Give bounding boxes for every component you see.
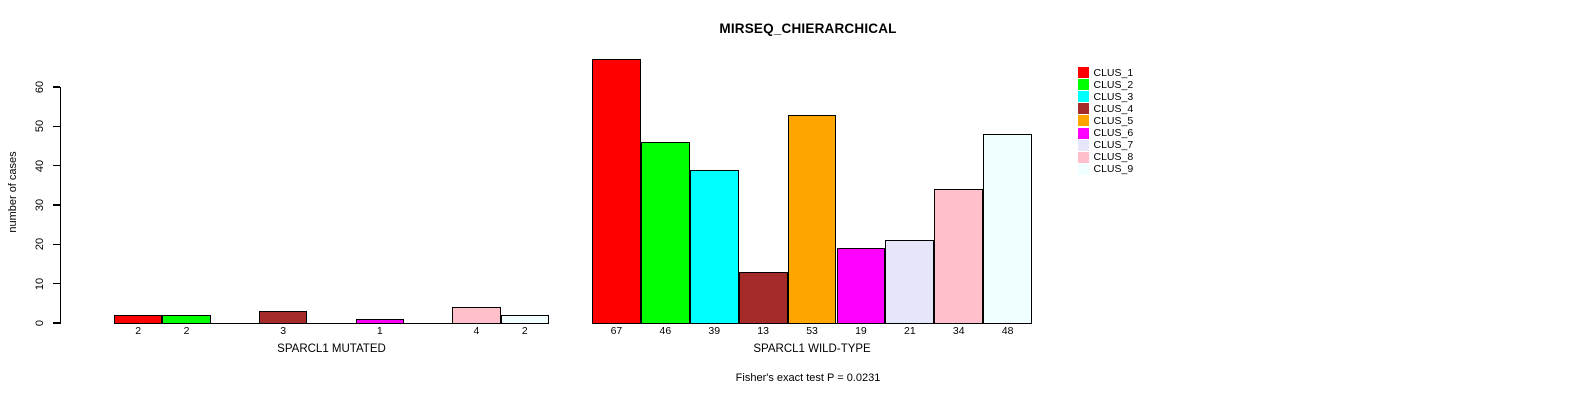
legend-swatch-clus_7 — [1077, 139, 1089, 151]
y-axis-tick — [52, 322, 60, 324]
bar-value-label: 2 — [521, 325, 528, 337]
bar-value-label: 13 — [757, 325, 769, 337]
bar-value-label: 2 — [183, 325, 190, 337]
legend-swatch-clus_9 — [1077, 163, 1089, 175]
bar-clus_3 — [689, 169, 739, 325]
legend-label: CLUS_6 — [1093, 127, 1134, 139]
legend-label: CLUS_9 — [1093, 163, 1134, 176]
y-axis-line — [59, 87, 61, 325]
bar-value-label: 53 — [806, 325, 818, 337]
y-axis-tick — [52, 282, 60, 285]
legend-swatch-clus_2 — [1077, 79, 1089, 91]
bar-clus_6 — [355, 319, 404, 325]
y-axis-tick — [52, 125, 60, 128]
bar-value-label: 21 — [904, 325, 916, 337]
y-axis-tick — [52, 204, 60, 206]
y-axis-tick-label: 40 — [34, 159, 46, 172]
bar-value-label: 46 — [659, 325, 672, 337]
legend-swatch-clus_5 — [1077, 115, 1089, 127]
bar-value-label: 39 — [708, 325, 721, 337]
legend-swatch-clus_8 — [1077, 151, 1089, 163]
bar-value-label: 67 — [610, 325, 623, 337]
y-axis-title: number of cases — [7, 151, 19, 233]
bar-clus_8 — [452, 307, 501, 325]
bar-clus_6 — [836, 248, 886, 325]
legend-label: CLUS_3 — [1093, 90, 1134, 103]
bar-value-label: 48 — [1001, 325, 1014, 337]
bar-clus_2 — [162, 315, 211, 325]
bar-clus_2 — [640, 142, 690, 325]
bar-clus_1 — [114, 315, 163, 325]
group-baseline — [114, 323, 549, 325]
legend-label: CLUS_4 — [1093, 102, 1134, 115]
legend-label: CLUS_2 — [1093, 78, 1134, 91]
legend-swatch-clus_6 — [1077, 127, 1089, 139]
bar-clus_5 — [787, 114, 837, 325]
bar-clus_4 — [258, 311, 308, 325]
y-axis-tick — [52, 86, 60, 88]
y-axis-tick — [52, 164, 60, 167]
bar-clus_9 — [983, 134, 1033, 325]
fisher-test-annotation: Fisher's exact test P = 0.0231 — [735, 372, 881, 384]
y-axis-tick-label: 20 — [34, 238, 46, 251]
y-axis-tick — [52, 243, 60, 246]
legend-label: CLUS_7 — [1093, 139, 1134, 152]
bar-clus_7 — [885, 240, 935, 325]
x-axis-group-label: SPARCL1 WILD-TYPE — [753, 343, 871, 355]
x-axis-group-label: SPARCL1 MUTATED — [277, 343, 386, 355]
bar-clus_4 — [738, 271, 788, 325]
bar-clus_1 — [592, 59, 641, 325]
chart-title: MIRSEQ_CHIERARCHICAL — [719, 21, 897, 36]
y-axis-tick-label: 60 — [34, 80, 46, 94]
y-axis-tick-label: 50 — [34, 120, 46, 133]
legend-label: CLUS_1 — [1093, 66, 1134, 79]
y-axis-tick-label: 10 — [34, 277, 46, 290]
legend-label: CLUS_5 — [1093, 114, 1134, 127]
y-axis-tick-label: 0 — [34, 319, 46, 327]
y-axis-tick-label: 30 — [34, 198, 46, 212]
bar-value-label: 19 — [855, 325, 867, 337]
bar-value-label: 34 — [952, 325, 965, 337]
bar-value-label: 1 — [376, 325, 383, 337]
bar-clus_8 — [934, 189, 984, 325]
legend-swatch-clus_3 — [1077, 91, 1089, 103]
bar-value-label: 4 — [473, 325, 480, 337]
bar-value-label: 2 — [135, 325, 142, 337]
legend-swatch-clus_4 — [1077, 103, 1089, 115]
legend-swatch-clus_1 — [1077, 67, 1089, 78]
legend-label: CLUS_8 — [1093, 151, 1134, 164]
bar-value-label: 3 — [280, 325, 287, 337]
bar-clus_9 — [500, 315, 549, 325]
